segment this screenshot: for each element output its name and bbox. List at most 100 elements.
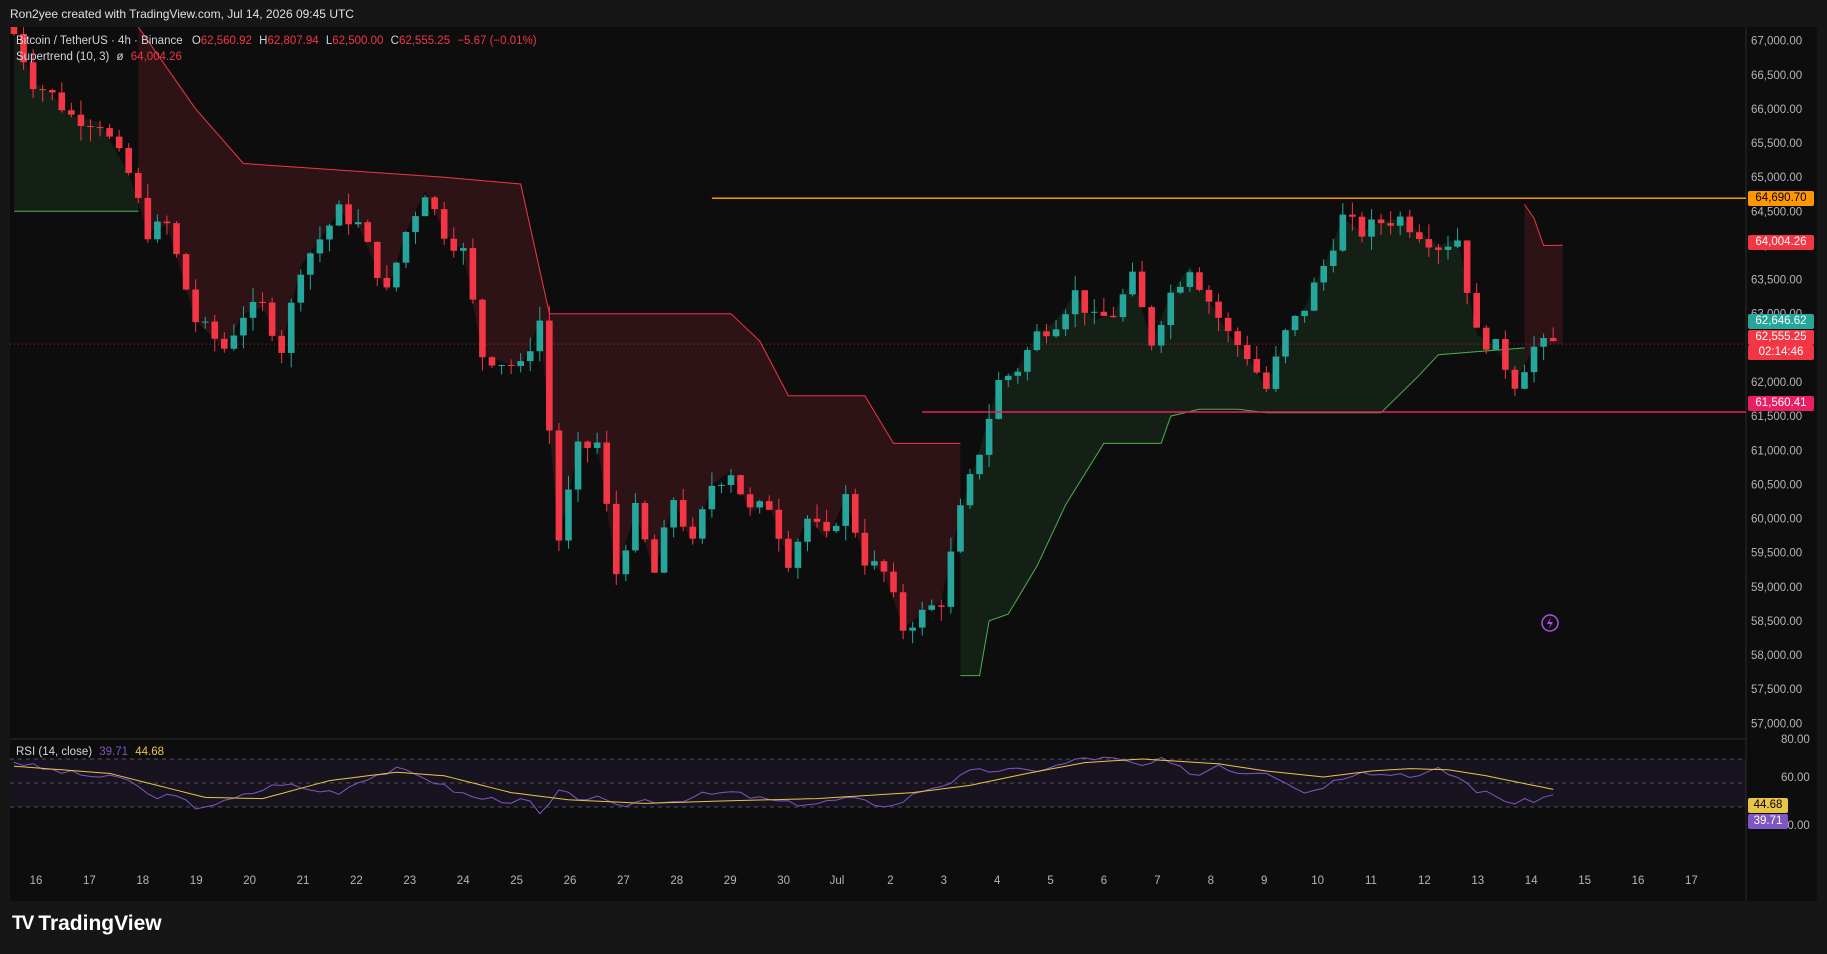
candle-body[interactable]	[1263, 372, 1270, 389]
candle-body[interactable]	[240, 317, 247, 336]
candle-body[interactable]	[718, 484, 725, 486]
candle-body[interactable]	[985, 418, 993, 455]
candle-body[interactable]	[221, 338, 228, 349]
candle-body[interactable]	[182, 254, 190, 290]
candle-body[interactable]	[746, 494, 754, 508]
candle-body[interactable]	[1511, 369, 1519, 389]
candle-body[interactable]	[813, 518, 821, 522]
candle-body[interactable]	[765, 501, 773, 510]
candle-body[interactable]	[373, 241, 381, 278]
candle-body[interactable]	[1272, 356, 1280, 389]
horizontal-levels[interactable]	[10, 197, 1746, 413]
candle-body[interactable]	[10, 27, 18, 34]
candle-body[interactable]	[1425, 239, 1433, 248]
candle-body[interactable]	[632, 503, 639, 551]
candle-body[interactable]	[899, 592, 907, 631]
candle-body[interactable]	[947, 551, 955, 607]
candle-body[interactable]	[1205, 289, 1213, 302]
candle-body[interactable]	[976, 454, 983, 475]
candle-body[interactable]	[995, 379, 1002, 419]
candle-body[interactable]	[96, 127, 104, 129]
rsi-pane[interactable]	[10, 756, 1746, 815]
candle-body[interactable]	[851, 494, 859, 533]
candle-body[interactable]	[412, 216, 419, 233]
candle-body[interactable]	[909, 627, 916, 631]
candle-body[interactable]	[326, 225, 333, 240]
candle-body[interactable]	[125, 148, 133, 173]
candle-body[interactable]	[1444, 246, 1452, 250]
candle-body[interactable]	[1014, 371, 1022, 376]
candle-body[interactable]	[842, 494, 850, 526]
candle-body[interactable]	[1358, 216, 1366, 237]
candle-body[interactable]	[1416, 232, 1423, 240]
candle-body[interactable]	[1043, 331, 1050, 337]
candle-body[interactable]	[287, 302, 295, 353]
candle-body[interactable]	[526, 351, 534, 362]
candle-body[interactable]	[1549, 338, 1557, 342]
candle-body[interactable]	[154, 221, 161, 240]
candle-body[interactable]	[622, 550, 630, 575]
candle-body[interactable]	[278, 335, 285, 353]
candle-body[interactable]	[679, 500, 687, 527]
supertrend-up-line[interactable]	[960, 347, 1525, 677]
candle-body[interactable]	[87, 126, 94, 128]
candle-body[interactable]	[1396, 216, 1404, 226]
candle-body[interactable]	[1282, 330, 1289, 357]
candle-body[interactable]	[574, 441, 582, 490]
candle-body[interactable]	[612, 503, 620, 575]
candle-body[interactable]	[335, 204, 343, 226]
candle-body[interactable]	[1024, 350, 1031, 372]
candle-body[interactable]	[393, 262, 400, 288]
candle-body[interactable]	[1454, 240, 1461, 247]
candle-body[interactable]	[1310, 282, 1318, 311]
candle-body[interactable]	[727, 475, 735, 485]
candle-body[interactable]	[230, 335, 238, 349]
candle-body[interactable]	[39, 89, 46, 91]
candle-body[interactable]	[498, 364, 505, 366]
indicator-name[interactable]: Supertrend (10, 3)	[16, 51, 110, 63]
candle-body[interactable]	[670, 500, 677, 528]
candle-body[interactable]	[68, 110, 75, 115]
candle-body[interactable]	[469, 248, 477, 300]
candle-body[interactable]	[77, 114, 85, 127]
candle-body[interactable]	[1090, 311, 1098, 313]
tradingview-logo[interactable]: TV TradingView	[12, 912, 162, 936]
candle-body[interactable]	[134, 172, 142, 198]
candle-body[interactable]	[689, 526, 697, 539]
candle-body[interactable]	[966, 474, 974, 506]
candle-body[interactable]	[192, 289, 199, 323]
rsi-ma-line[interactable]	[13, 758, 1554, 804]
candle-body[interactable]	[1157, 325, 1165, 346]
candle-body[interactable]	[440, 209, 448, 239]
candle-body[interactable]	[364, 222, 372, 242]
candle-body[interactable]	[1253, 359, 1261, 373]
candle-body[interactable]	[297, 274, 305, 303]
candle-body[interactable]	[488, 357, 496, 366]
candle-body[interactable]	[201, 321, 209, 323]
candle-body[interactable]	[957, 505, 964, 552]
candle-body[interactable]	[1435, 247, 1442, 250]
candle-body[interactable]	[1196, 272, 1203, 290]
candle-body[interactable]	[737, 475, 744, 495]
candle-body[interactable]	[58, 92, 66, 111]
candle-body[interactable]	[1320, 265, 1328, 283]
candle-body[interactable]	[29, 62, 37, 90]
candle-body[interactable]	[699, 509, 706, 539]
candle-body[interactable]	[1377, 219, 1385, 224]
rsi-name[interactable]: RSI (14, close)	[16, 746, 93, 758]
candle-body[interactable]	[421, 197, 429, 217]
candle-body[interactable]	[1492, 339, 1500, 350]
candle-body[interactable]	[1062, 314, 1069, 330]
candle-body[interactable]	[1234, 331, 1241, 346]
candle-body[interactable]	[871, 561, 878, 566]
candle-body[interactable]	[1004, 375, 1012, 380]
candle-body[interactable]	[1473, 292, 1480, 328]
lightning-icon[interactable]	[1541, 614, 1559, 632]
candle-body[interactable]	[163, 221, 171, 224]
candle-body[interactable]	[1148, 307, 1155, 346]
candle-body[interactable]	[173, 223, 180, 255]
candle-body[interactable]	[345, 204, 352, 225]
candle-body[interactable]	[1177, 286, 1184, 293]
candle-body[interactable]	[823, 521, 830, 532]
candle-body[interactable]	[507, 364, 515, 367]
